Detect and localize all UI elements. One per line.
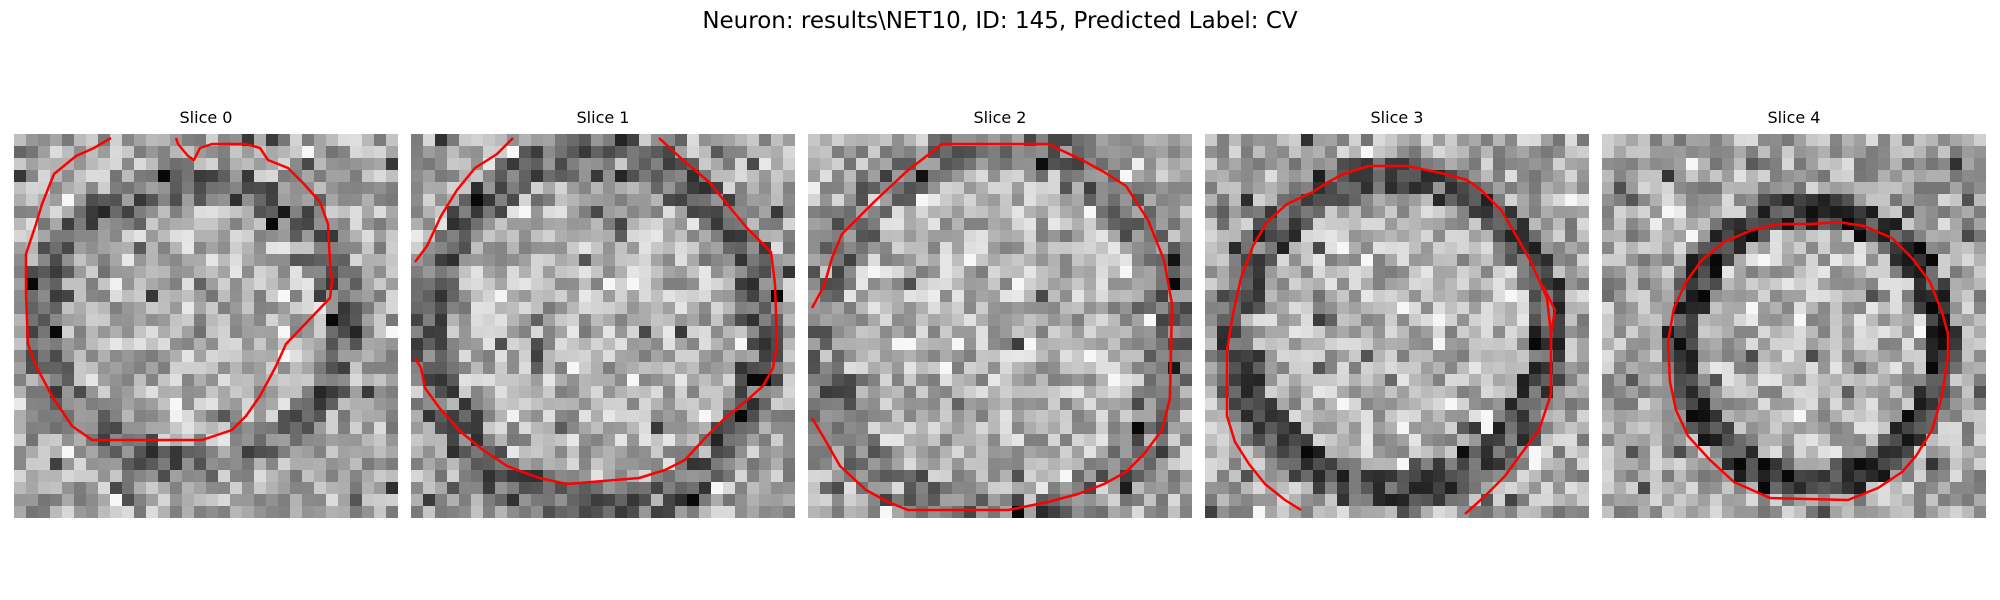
slice-title-0: Slice 0 — [179, 108, 233, 127]
slice-image-4 — [1602, 134, 1986, 518]
slice-title-4: Slice 4 — [1767, 108, 1821, 127]
slice-panel-1: Slice 1 — [411, 108, 795, 518]
segmentation-contour — [1666, 220, 1950, 502]
segmentation-contour — [413, 137, 779, 486]
slice-image-0 — [14, 134, 398, 518]
segmentation-contour — [24, 136, 334, 442]
slice-image-2 — [808, 134, 1192, 518]
segmentation-contour — [1324, 164, 1553, 515]
segmentation-contour — [1225, 182, 1326, 512]
slice-title-2: Slice 2 — [973, 108, 1027, 127]
grayscale-texture — [14, 134, 398, 518]
grayscale-texture — [1205, 134, 1589, 518]
slice-title-3: Slice 3 — [1370, 108, 1424, 127]
segmentation-contour — [810, 142, 1174, 512]
slice-image-1 — [411, 134, 795, 518]
slice-panel-2: Slice 2 — [808, 108, 1192, 518]
slice-panel-4: Slice 4 — [1602, 108, 1986, 518]
grayscale-texture — [1602, 134, 1986, 518]
grayscale-texture — [411, 134, 795, 518]
figure-title: Neuron: results\NET10, ID: 145, Predicte… — [702, 8, 1298, 34]
slice-image-3 — [1205, 134, 1589, 518]
segmentation-contour — [414, 137, 514, 263]
slice-title-1: Slice 1 — [576, 108, 630, 127]
slice-panel-0: Slice 0 — [14, 108, 398, 518]
grayscale-texture — [808, 134, 1192, 518]
segmentation-contour — [1541, 285, 1557, 335]
slice-panel-3: Slice 3 — [1205, 108, 1589, 518]
